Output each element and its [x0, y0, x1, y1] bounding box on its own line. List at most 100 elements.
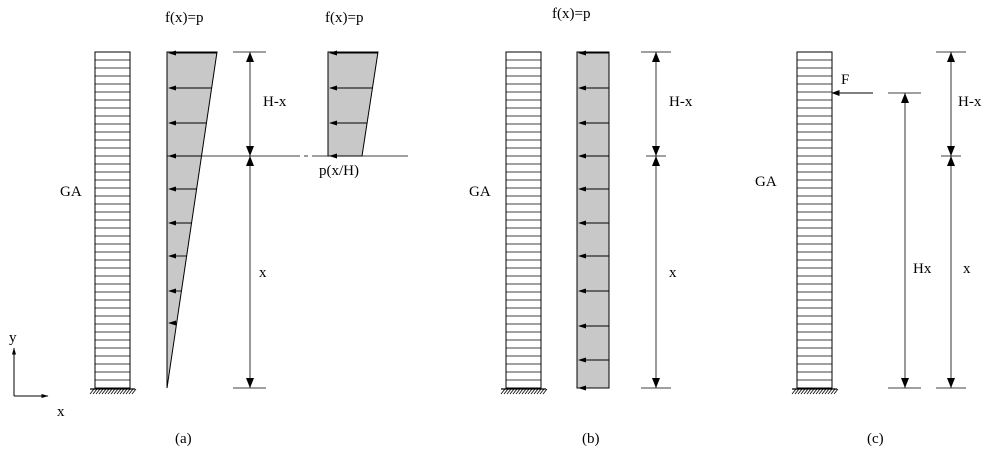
uniform-load-b	[576, 51, 610, 389]
load-arrows-b	[578, 50, 609, 391]
panel-a: f(x)=p f(x)=p p(x/H) H-x x GA (a) y x	[9, 10, 408, 447]
cut-load-a	[327, 51, 379, 157]
ground-hatch	[536, 388, 542, 395]
ground-hatch	[827, 388, 833, 395]
ground-hatch	[131, 388, 137, 395]
ground-hatch	[518, 388, 524, 395]
dimension-hx-c	[888, 92, 921, 389]
load-arrow-b-head	[578, 50, 586, 56]
ground-hatch	[122, 388, 128, 395]
ground-hatch	[500, 388, 506, 395]
ground-hatch	[107, 388, 113, 395]
load-arrow-b-head	[578, 85, 586, 91]
ground-hatch	[98, 388, 104, 395]
ground-hatch	[524, 388, 530, 395]
ground-hatch	[521, 388, 527, 395]
ground-hatch	[821, 388, 827, 395]
ground-hatch	[818, 388, 824, 395]
triangular-load-a	[166, 51, 218, 389]
load-arrow-b-head	[578, 220, 586, 226]
caption-c: (c)	[867, 431, 884, 447]
ground-hatch	[512, 388, 518, 395]
ga-label-b: GA	[469, 184, 491, 200]
load-arrow-b-head	[578, 153, 586, 159]
coordinate-axes	[12, 347, 49, 398]
ground-hatch	[800, 388, 806, 395]
dimension-b	[641, 51, 671, 389]
load-arrow-a-head	[168, 85, 176, 91]
load-arrow-b-head	[578, 253, 586, 259]
dim-lower-a: x	[259, 265, 267, 281]
ground-hatch	[530, 388, 536, 395]
dim-upper-c: H-x	[958, 94, 982, 110]
load-arrow-b-head	[578, 288, 586, 294]
ground-hatch	[833, 388, 839, 395]
panel-b: f(x)=p H-x x GA (b)	[469, 6, 693, 447]
ground-hatch	[515, 388, 521, 395]
ground-hatch	[527, 388, 533, 395]
axis-x-label: x	[57, 404, 65, 420]
caption-a: (a)	[175, 431, 192, 447]
ground-hatch	[92, 388, 98, 395]
column-c	[791, 51, 839, 395]
ground-hatch	[830, 388, 836, 395]
ground-hatch	[110, 388, 116, 395]
ground-hatch	[104, 388, 110, 395]
load-arrow-a-head	[168, 50, 176, 56]
ground-hatch	[506, 388, 512, 395]
load-arrow-a-head	[168, 320, 176, 326]
dim-lower-b: x	[669, 265, 677, 281]
cut-load-label-a: p(x/H)	[319, 163, 359, 179]
load-arrow-a-head	[168, 186, 176, 192]
load-arrow-a-head	[168, 288, 176, 294]
ground-hatch	[113, 388, 119, 395]
cut-load-arrow-a-head	[329, 120, 337, 126]
cut-load-arrow-a-head	[329, 85, 337, 91]
force-label-c: F	[841, 72, 849, 88]
ga-label-c: GA	[755, 174, 777, 190]
ground-hatch	[101, 388, 107, 395]
column-a	[89, 51, 137, 395]
dimension-a	[233, 51, 266, 389]
ground-hatch	[794, 388, 800, 395]
dimension-c	[936, 51, 966, 389]
cut-load-arrow-a-head	[329, 50, 337, 56]
ground-hatch	[128, 388, 134, 395]
ground-hatch	[539, 388, 545, 395]
load-arrow-b-head	[578, 186, 586, 192]
ground-hatch	[533, 388, 539, 395]
dim-upper-b: H-x	[669, 94, 693, 110]
dim-lower-c: x	[963, 261, 971, 277]
ground-hatch	[119, 388, 125, 395]
ground-hatch	[815, 388, 821, 395]
caption-b: (b)	[582, 431, 600, 447]
ground-hatch	[503, 388, 509, 395]
ground-hatch	[509, 388, 515, 395]
load-arrow-b-head	[578, 323, 586, 329]
cut-load-arrows-a	[329, 50, 378, 159]
load-label-a: f(x)=p	[165, 10, 203, 26]
ground-hatch	[812, 388, 818, 395]
load-label-a-cut: f(x)=p	[325, 10, 363, 26]
load-arrow-a-head	[168, 253, 176, 259]
dim-total-c: Hx	[913, 261, 932, 277]
ground-hatch	[542, 388, 548, 395]
axis-y-label: y	[9, 330, 17, 346]
ground-hatch	[824, 388, 830, 395]
ground-hatch	[803, 388, 809, 395]
load-label-b: f(x)=p	[552, 6, 590, 22]
ground-hatch	[809, 388, 815, 395]
column-b	[500, 51, 548, 395]
ground-hatch	[806, 388, 812, 395]
ground-hatch	[89, 388, 95, 395]
load-arrow-b-head	[578, 357, 586, 363]
dim-upper-a: H-x	[263, 94, 287, 110]
ground-hatch	[797, 388, 803, 395]
ground-hatch	[116, 388, 122, 395]
load-arrow-a-head	[168, 220, 176, 226]
load-arrow-a-head	[168, 120, 176, 126]
ground-hatch	[791, 388, 797, 395]
panel-c: F H-x x Hx GA (c)	[755, 51, 982, 447]
